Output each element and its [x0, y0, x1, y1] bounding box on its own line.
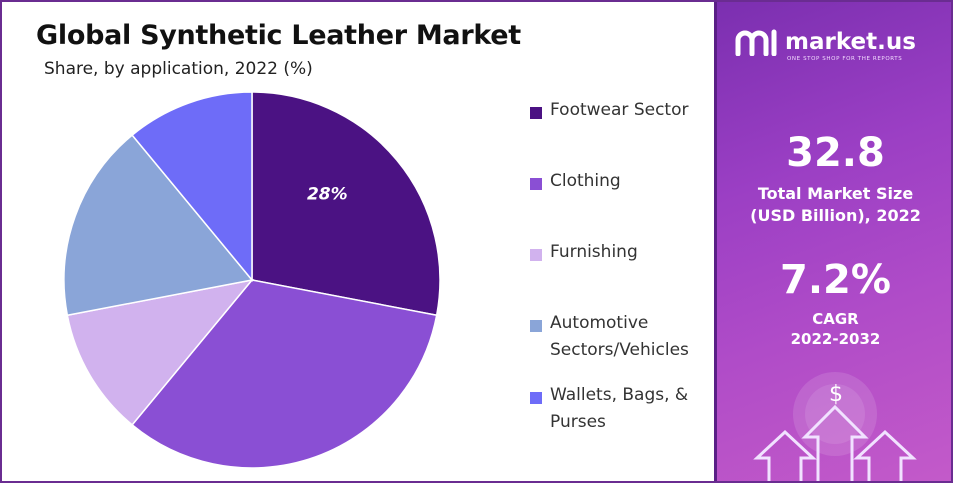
pie-data-label: 28% — [307, 185, 348, 205]
legend-item-footwear: Footwear Sector — [530, 100, 710, 124]
cagr-value: 7.2% — [780, 257, 891, 303]
brand-tagline: ONE STOP SHOP FOR THE REPORTS — [787, 56, 903, 62]
market-size-label-line1: Total Market Size — [757, 184, 914, 203]
legend-item-automotive: Automotive Sectors/Vehicles — [530, 313, 710, 364]
legend-label: Footwear Sector — [550, 100, 689, 120]
legend-label: Wallets, Bags, & Purses — [550, 385, 689, 432]
pie-slice-footwear-sector — [251, 91, 441, 317]
legend-label: Furnishing — [550, 242, 638, 262]
pie-slice-automotive-sectors-vehicles — [63, 134, 254, 317]
legend-item-clothing: Clothing — [530, 171, 710, 195]
pie-chart: 28% — [63, 91, 441, 469]
up-arrow-icon — [801, 404, 869, 481]
legend-swatch — [530, 249, 542, 261]
growth-decoration: $ — [753, 372, 917, 481]
legend-swatch — [530, 107, 542, 119]
chart-title: Global Synthetic Leather Market — [36, 20, 521, 51]
coin-circle — [793, 372, 877, 456]
dollar-icon: $ — [829, 382, 843, 407]
cagr-label-line1: CAGR — [812, 310, 859, 328]
pie-slice-furnishing — [66, 278, 254, 426]
pie-slice-clothing — [131, 279, 438, 469]
up-arrow-icon — [753, 429, 817, 481]
stats-panel: market.us ONE STOP SHOP FOR THE REPORTS … — [714, 2, 951, 481]
legend-item-wallets: Wallets, Bags, & Purses — [530, 385, 710, 436]
market-size-label-line2: (USD Billion), 2022 — [750, 206, 921, 225]
brand-name: market.us — [785, 29, 916, 55]
legend-item-furnishing: Furnishing — [530, 242, 710, 266]
up-arrow-icon — [853, 429, 917, 481]
market-us-logo-icon — [735, 29, 777, 56]
cagr-label-line2: 2022-2032 — [790, 330, 881, 348]
legend-swatch — [530, 392, 542, 404]
chart-subtitle: Share, by application, 2022 (%) — [44, 59, 313, 79]
legend-label: Automotive Sectors/Vehicles — [550, 313, 689, 360]
legend-swatch — [530, 320, 542, 332]
market-size-value: 32.8 — [786, 130, 885, 176]
legend-swatch — [530, 178, 542, 190]
pie-slice-wallets-bags-purses — [131, 91, 253, 283]
legend-label: Clothing — [550, 171, 621, 191]
coin-circle-inner — [805, 384, 865, 444]
brand: market.us — [735, 28, 916, 56]
